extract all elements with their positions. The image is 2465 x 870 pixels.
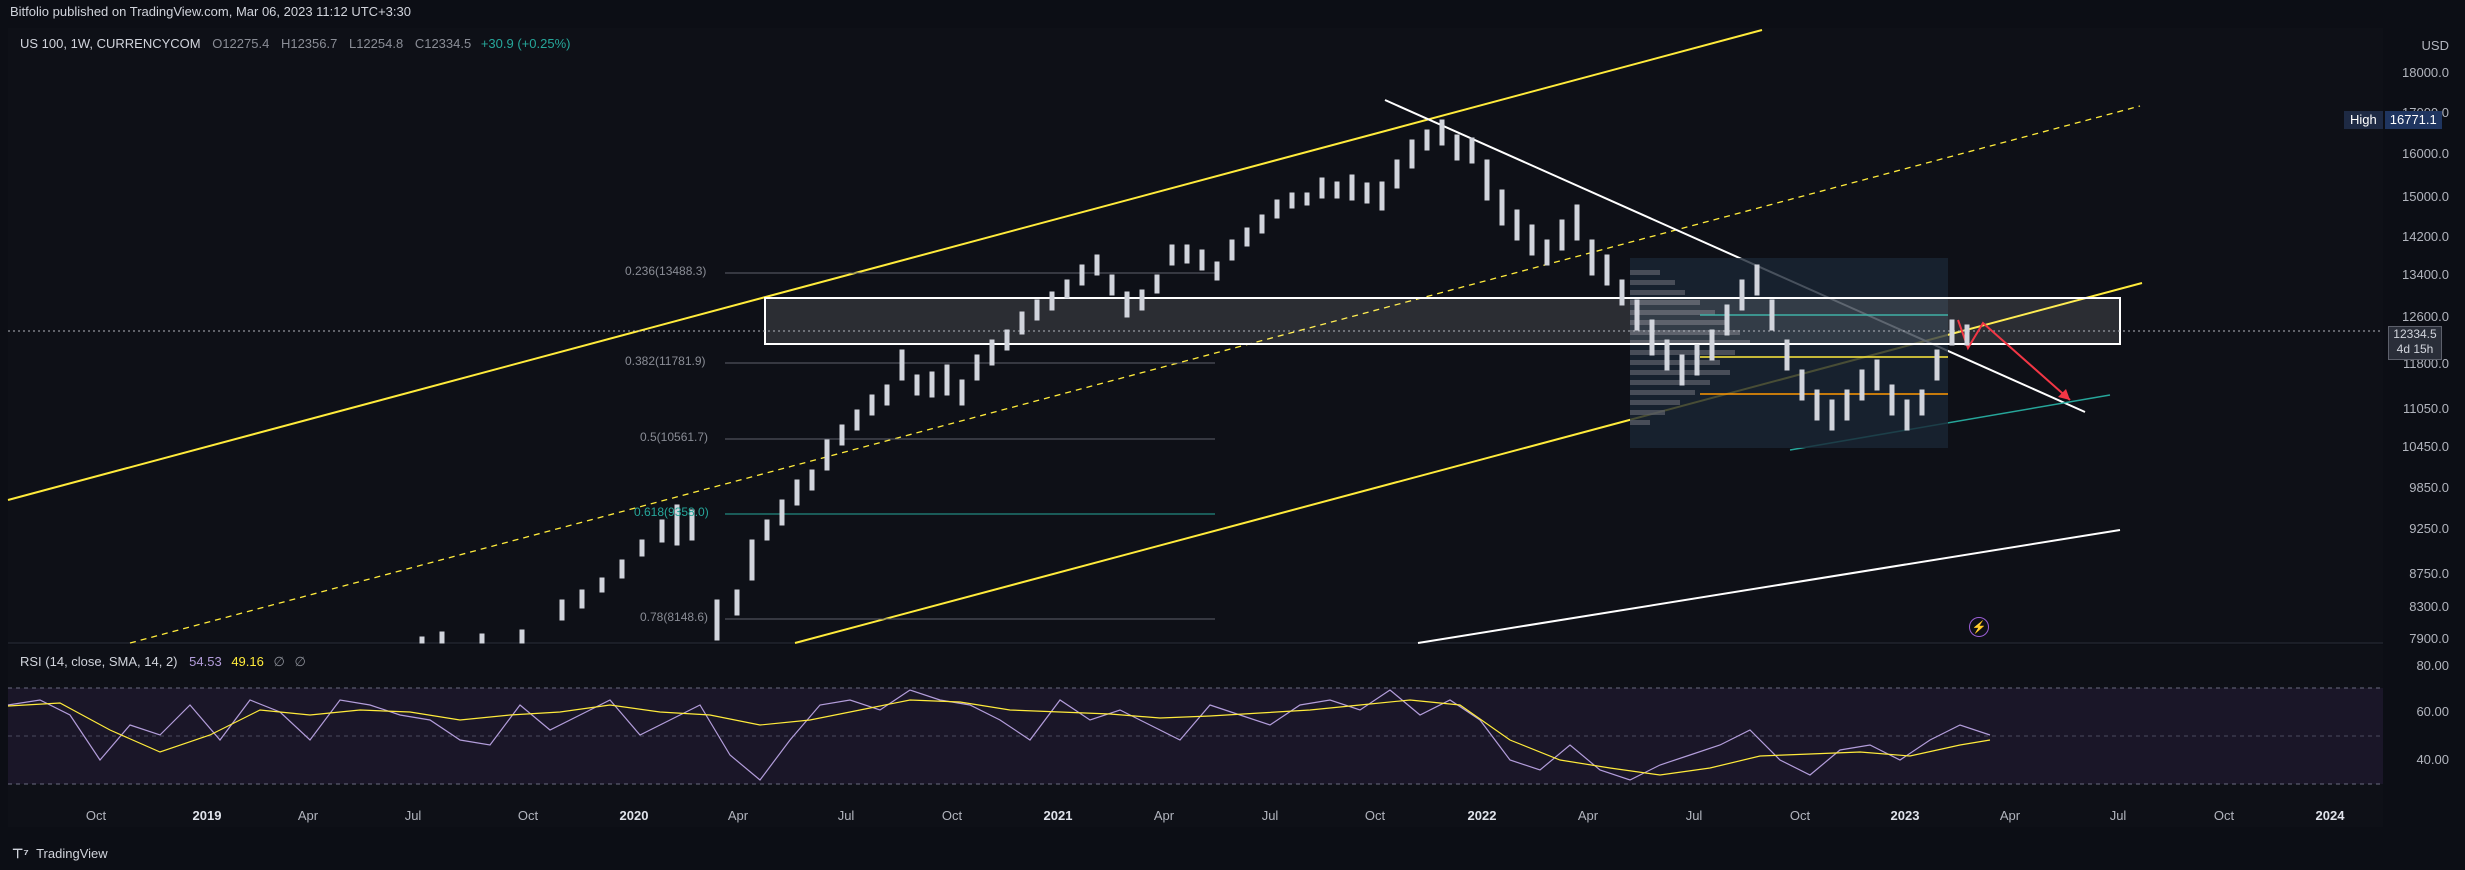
lightning-icon[interactable]: ⚡ [1969, 617, 1989, 637]
change-value: +30.9 (+0.25%) [480, 36, 571, 51]
rsi-tick: 80.00 [2416, 658, 2449, 673]
price-tick: 16000.0 [2402, 146, 2449, 161]
rsi-line [7, 689, 1991, 781]
time-label: Apr [1999, 808, 2021, 823]
time-label: Oct [1789, 808, 1811, 823]
publisher-text: Bitfolio published on TradingView.com, M… [10, 4, 411, 19]
rsi-title[interactable]: RSI (14, close, SMA, 14, 2) [20, 654, 178, 669]
channel-upper-line [7, 29, 1763, 501]
time-label: Jul [837, 808, 855, 823]
close-value: C12334.5 [414, 36, 472, 51]
currency-label: USD [2421, 38, 2449, 53]
time-label: Oct [517, 808, 539, 823]
price-tick: 18000.0 [2402, 65, 2449, 80]
publisher-bar: Bitfolio published on TradingView.com, M… [0, 0, 2465, 24]
rsi-sma-line [7, 699, 1991, 776]
price-tick: 12600.0 [2402, 309, 2449, 324]
rsi-value: 54.53 [189, 654, 222, 669]
open-value: O12275.4 [212, 36, 270, 51]
time-label: 2024 [2315, 808, 2345, 823]
low-value: L12254.8 [348, 36, 404, 51]
high-value: H12356.7 [280, 36, 338, 51]
projection-arrowhead [2058, 389, 2070, 400]
time-label: 2021 [1043, 808, 1073, 823]
rsi-extra-2: ∅ [294, 654, 306, 669]
last-price-value: 12334.5 [2393, 327, 2437, 341]
high-badge-label: High [2344, 111, 2383, 129]
time-label: Oct [1364, 808, 1386, 823]
time-label: 2023 [1890, 808, 1920, 823]
bar-countdown: 4d 15h [2396, 342, 2434, 356]
fib-label-0382: 0.382(11781.9) [625, 354, 706, 368]
candles [419, 119, 1970, 644]
fib-label-078: 0.78(8148.6) [640, 610, 709, 624]
high-badge: High 16771.1 [2344, 111, 2442, 129]
time-label: 2020 [619, 808, 649, 823]
time-label: Apr [297, 808, 319, 823]
time-label: 2022 [1467, 808, 1497, 823]
price-tick: 8750.0 [2409, 566, 2449, 581]
rsi-legend[interactable]: RSI (14, close, SMA, 14, 2) 54.53 49.16 … [20, 654, 306, 670]
price-tick: 10450.0 [2402, 439, 2449, 454]
price-tick: 9850.0 [2409, 480, 2449, 495]
time-label: 2019 [192, 808, 222, 823]
time-label: Jul [1261, 808, 1279, 823]
footer: ⊤⁷ TradingView [0, 838, 2465, 870]
rsi-tick: 60.00 [2416, 704, 2449, 719]
time-label: Jul [1685, 808, 1703, 823]
price-scale[interactable] [2383, 28, 2465, 828]
time-label: Apr [1577, 808, 1599, 823]
price-tick: 9250.0 [2409, 521, 2449, 536]
price-tick: 15000.0 [2402, 189, 2449, 204]
fib-label-0618: 0.618(9358.0) [634, 505, 709, 519]
last-price-badge: 12334.5 4d 15h [2388, 326, 2442, 360]
high-badge-value: 16771.1 [2384, 111, 2442, 129]
price-chart-pane[interactable] [8, 28, 2383, 643]
time-label: Oct [2213, 808, 2235, 823]
symbol-name[interactable]: US 100, 1W, CURRENCYCOM [20, 36, 201, 51]
brand-name: TradingView [36, 846, 108, 861]
time-label: Jul [2109, 808, 2127, 823]
time-label: Apr [727, 808, 749, 823]
symbol-legend[interactable]: US 100, 1W, CURRENCYCOM O12275.4 H12356.… [20, 36, 570, 51]
time-label: Oct [85, 808, 107, 823]
resistance-zone [764, 297, 2121, 345]
fib-label-0236: 0.236(13488.3) [625, 264, 707, 278]
time-label: Jul [404, 808, 422, 823]
lower-white-line [1417, 529, 2121, 644]
rsi-tick: 40.00 [2416, 752, 2449, 767]
rsi-sma-value: 49.16 [231, 654, 264, 669]
price-tick: 11050.0 [2402, 401, 2449, 416]
time-label: Oct [941, 808, 963, 823]
price-tick: 8300.0 [2409, 599, 2449, 614]
price-tick: 14200.0 [2402, 229, 2449, 244]
fib-label-05: 0.5(10561.7) [640, 430, 709, 444]
price-tick: 7900.0 [2409, 631, 2449, 646]
downtrend-line [1384, 99, 2086, 413]
tradingview-logo-icon: ⊤⁷ [12, 846, 29, 861]
time-label: Apr [1153, 808, 1175, 823]
channel-mid-line [129, 105, 2141, 644]
price-tick: 13400.0 [2402, 267, 2449, 282]
projection-path [1957, 319, 2071, 401]
rsi-extra-1: ∅ [273, 654, 285, 669]
